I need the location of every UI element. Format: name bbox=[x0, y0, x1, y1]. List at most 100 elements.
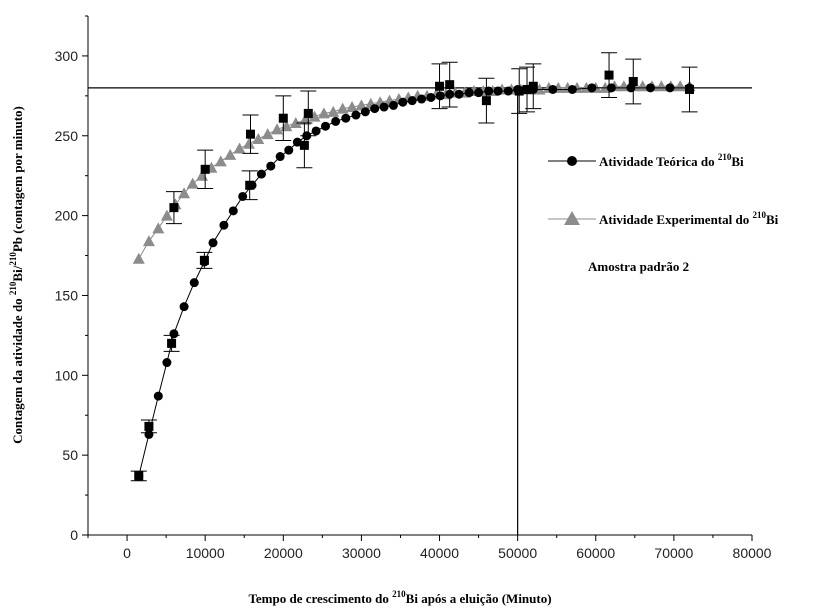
y-axis-title: Contagem da atividade do 210Bi/210Pb (co… bbox=[8, 106, 25, 444]
y-tick-label: 100 bbox=[55, 367, 79, 383]
measured-point-square bbox=[685, 84, 695, 94]
theoretical-point-circle bbox=[144, 429, 154, 439]
measured-point-square bbox=[514, 86, 524, 96]
experimental-point-triangle bbox=[214, 155, 227, 167]
theoretical-point-circle bbox=[219, 220, 229, 230]
theoretical-point-circle bbox=[292, 137, 302, 147]
theoretical-point-circle bbox=[208, 238, 218, 248]
x-tick-label: 50000 bbox=[498, 545, 537, 561]
theoretical-point-circle bbox=[266, 161, 276, 171]
theoretical-point-circle bbox=[493, 86, 503, 96]
theoretical-point-circle bbox=[606, 83, 616, 93]
x-tick-label: 60000 bbox=[576, 545, 615, 561]
theoretical-point-circle bbox=[464, 88, 474, 98]
measured-point-square bbox=[169, 203, 179, 213]
axis-ticks: 0 10000 20000 30000 40000 50000 60000 70000 8000… bbox=[55, 15, 772, 561]
measured-point-square bbox=[481, 96, 491, 106]
legend-marker-circle bbox=[567, 156, 577, 166]
measured-point-square bbox=[278, 113, 288, 123]
theoretical-point-circle bbox=[284, 145, 294, 155]
theoretical-point-circle bbox=[169, 329, 179, 339]
theoretical-point-circle bbox=[256, 169, 266, 179]
legend-marker-triangle bbox=[564, 211, 580, 225]
experimental-point-triangle bbox=[186, 177, 199, 189]
legend-label-experimental: Atividade Experimental do 210Bi bbox=[599, 210, 779, 227]
experimental-point-triangle bbox=[224, 148, 237, 160]
experimental-point-triangle bbox=[160, 209, 173, 221]
y-tick-label: 300 bbox=[55, 48, 79, 64]
data-marks bbox=[130, 52, 698, 482]
theoretical-point-circle bbox=[426, 92, 436, 102]
experimental-point-triangle bbox=[152, 222, 165, 234]
theoretical-point-circle bbox=[484, 86, 494, 96]
measured-point-square bbox=[303, 108, 313, 118]
experimental-point-triangle bbox=[242, 137, 255, 149]
measured-point-square bbox=[522, 84, 532, 94]
measured-point-square bbox=[528, 81, 538, 91]
measured-point-square bbox=[245, 180, 255, 190]
theoretical-point-circle bbox=[238, 191, 248, 201]
experimental-point-triangle bbox=[233, 142, 246, 154]
x-tick-label: 10000 bbox=[186, 545, 225, 561]
plot-area bbox=[87, 16, 752, 536]
measured-point-square bbox=[299, 140, 309, 150]
theoretical-point-circle bbox=[153, 391, 163, 401]
y-tick-label: 200 bbox=[55, 208, 79, 224]
y-tick-label: 0 bbox=[70, 527, 78, 543]
theoretical-point-circle bbox=[407, 96, 417, 106]
legend: Atividade Teórica do 210Bi Atividade Exp… bbox=[548, 152, 779, 274]
experimental-point-triangle bbox=[674, 80, 687, 92]
y-tick-label: 50 bbox=[62, 447, 78, 463]
experimental-point-triangle bbox=[289, 116, 302, 128]
theoretical-point-circle bbox=[228, 206, 238, 216]
x-tick-label: 80000 bbox=[733, 545, 772, 561]
theoretical-point-circle bbox=[548, 84, 558, 94]
theoretical-point-circle bbox=[162, 358, 172, 368]
y-tick-label: 150 bbox=[55, 287, 79, 303]
theoretical-point-circle bbox=[474, 88, 484, 98]
experimental-point-triangle bbox=[178, 187, 191, 199]
theoretical-point-circle bbox=[503, 86, 513, 96]
experimental-point-triangle bbox=[132, 252, 145, 264]
legend-item-theoretical: Atividade Teórica do 210Bi bbox=[548, 152, 744, 169]
x-tick-label: 0 bbox=[123, 545, 131, 561]
measured-point-square bbox=[604, 70, 614, 80]
theoretical-point-circle bbox=[370, 104, 380, 114]
measured-point-square bbox=[200, 164, 210, 174]
measured-point-square bbox=[134, 471, 144, 481]
theoretical-series-line bbox=[138, 87, 690, 477]
measured-point-square bbox=[199, 255, 209, 265]
experimental-point-triangle bbox=[317, 107, 330, 119]
sample-annotation: Amostra padrão 2 bbox=[588, 259, 689, 274]
theoretical-point-circle bbox=[587, 83, 597, 93]
y-tick-label: 250 bbox=[55, 128, 79, 144]
experimental-point-triangle bbox=[655, 80, 668, 92]
theoretical-point-circle bbox=[417, 94, 427, 104]
theoretical-point-circle bbox=[360, 107, 370, 117]
theoretical-point-circle bbox=[645, 83, 655, 93]
theoretical-point-circle bbox=[351, 110, 361, 120]
measured-point-square bbox=[445, 80, 455, 90]
x-tick-label: 20000 bbox=[264, 545, 303, 561]
theoretical-point-circle bbox=[567, 84, 577, 94]
experimental-series-line bbox=[138, 85, 690, 259]
x-tick-label: 30000 bbox=[342, 545, 381, 561]
experimental-point-triangle bbox=[252, 132, 265, 144]
x-tick-label: 40000 bbox=[420, 545, 459, 561]
theoretical-point-circle bbox=[454, 89, 464, 99]
theoretical-point-circle bbox=[331, 116, 341, 126]
theoretical-point-circle bbox=[398, 97, 408, 107]
theoretical-point-circle bbox=[388, 100, 398, 110]
experimental-point-triangle bbox=[142, 235, 155, 247]
experimental-point-triangle bbox=[636, 80, 649, 92]
theoretical-point-circle bbox=[341, 113, 351, 123]
theoretical-point-circle bbox=[665, 83, 675, 93]
theoretical-point-circle bbox=[311, 126, 321, 136]
experimental-point-triangle bbox=[308, 110, 321, 122]
measured-point-square bbox=[435, 81, 445, 91]
theoretical-point-circle bbox=[379, 102, 389, 112]
experimental-point-triangle bbox=[327, 105, 340, 117]
experimental-point-triangle bbox=[261, 128, 274, 140]
x-tick-label: 70000 bbox=[654, 545, 693, 561]
